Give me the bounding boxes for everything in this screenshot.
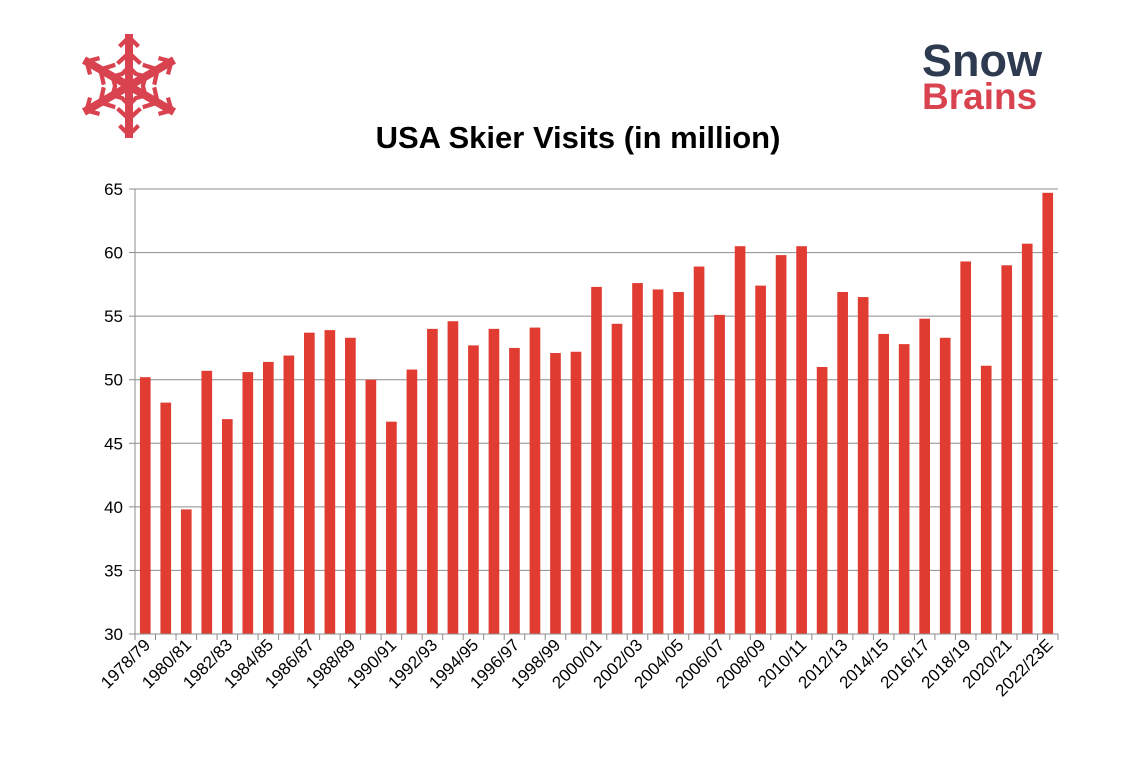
bar-2016-17 [919, 318, 931, 634]
y-tick-label: 40 [104, 498, 123, 517]
bar-1982-83 [221, 419, 233, 634]
bar-2022-23E [1042, 192, 1054, 635]
bar-1978-79 [139, 377, 151, 634]
bar-2009-10 [775, 255, 787, 634]
y-tick-label: 50 [104, 371, 123, 390]
snowflake-icon [77, 34, 181, 138]
bar-2021-22 [1021, 243, 1033, 634]
bar-2012-13 [837, 291, 848, 634]
bar-1992-93 [427, 328, 438, 634]
bar-2018-19 [960, 261, 972, 634]
bar-2015-16 [898, 344, 910, 634]
y-axis-ticks: 30 35 40 45 50 55 60 65 [104, 180, 135, 644]
bar-2013-14 [857, 297, 869, 634]
bar-2006-07 [714, 314, 725, 634]
y-tick-label: 65 [104, 180, 123, 199]
bar-2001-02 [611, 323, 623, 634]
bar-1986-87 [304, 332, 315, 634]
x-axis-ticks: 1978/791980/811982/831984/851986/871988/… [97, 634, 1059, 700]
bar-1995-96 [488, 328, 500, 634]
bar-2008-09 [755, 285, 766, 634]
bar-1984-85 [262, 361, 274, 634]
bar-1997-98 [529, 327, 541, 634]
y-tick-label: 55 [104, 307, 123, 326]
bar-2005-06 [693, 266, 705, 634]
bar-1998-99 [550, 353, 561, 634]
bar-1993-94 [447, 321, 459, 634]
bar-2003-04 [652, 289, 664, 634]
bar-1988-89 [345, 337, 356, 634]
bar-1991-92 [406, 369, 418, 634]
bar-2004-05 [673, 291, 684, 634]
bar-2007-08 [734, 246, 746, 634]
logo-word-top: Snow [922, 35, 1043, 86]
bar-1994-95 [468, 345, 479, 634]
y-tick-label: 60 [104, 244, 123, 263]
bar-1999-00 [570, 351, 582, 634]
axes [134, 189, 1058, 635]
bar-2019-20 [980, 365, 992, 634]
y-tick-label: 35 [104, 561, 123, 580]
bar-1985-86 [283, 355, 295, 634]
chart-title: USA Skier Visits (in million) [376, 120, 781, 155]
bar-2002-03 [632, 283, 643, 634]
bar-1980-81 [180, 509, 192, 634]
bar-1983-84 [242, 372, 254, 634]
bar-1979-80 [160, 402, 172, 634]
bar-2020-21 [1001, 265, 1013, 634]
bar-1996-97 [509, 347, 520, 634]
bar-1987-88 [324, 330, 336, 634]
logo-word-bottom: Brains [922, 76, 1037, 117]
snowbrains-logo: Snow Brains [922, 35, 1043, 117]
bars [139, 192, 1054, 635]
bar-1981-82 [201, 370, 213, 634]
bar-2011-12 [816, 367, 828, 634]
bar-1989-90 [365, 379, 377, 634]
bar-2000-01 [591, 286, 602, 634]
bar-1990-91 [386, 421, 397, 634]
y-tick-label: 45 [104, 434, 123, 453]
bar-2014-15 [878, 333, 889, 634]
y-tick-label: 30 [104, 625, 123, 644]
bar-2017-18 [939, 337, 951, 634]
bar-2010-11 [796, 246, 807, 634]
